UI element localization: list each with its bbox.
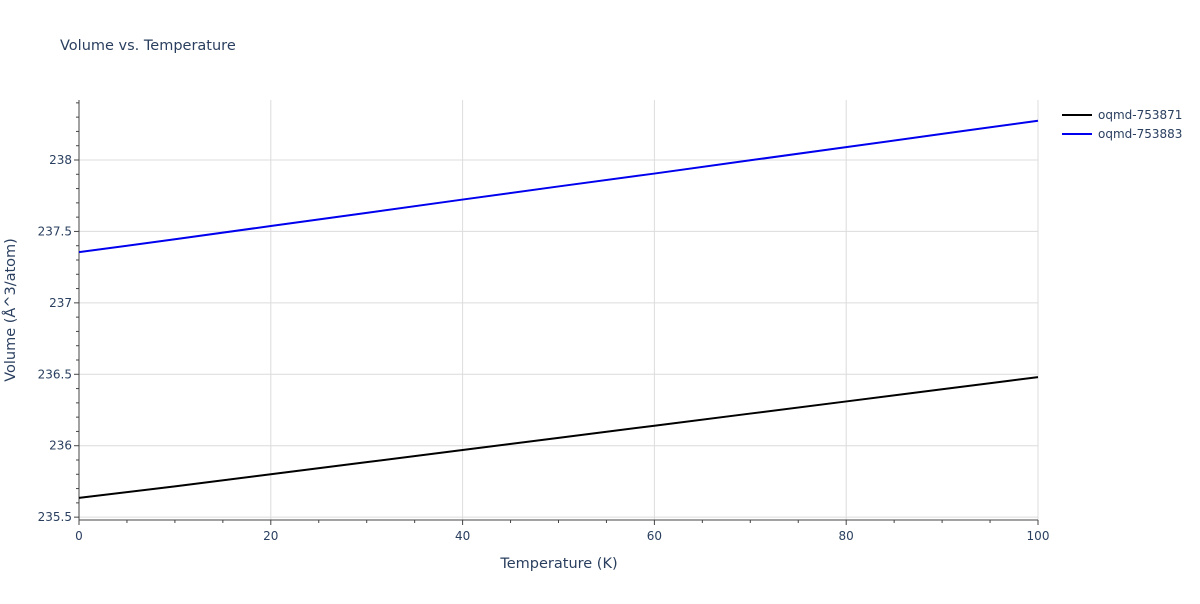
x-tick-label: 20 [263,529,278,543]
legend-label: oqmd-753883 [1098,127,1182,141]
x-tick-label: 40 [455,529,470,543]
legend-item-oqmd-753883[interactable]: oqmd-753883 [1062,127,1182,141]
y-tick-label: 236.5 [38,367,72,381]
x-tick-label: 80 [839,529,854,543]
y-axis-title: Volume (Å^3/atom) [2,238,19,382]
y-tick-label: 237 [49,296,72,310]
axis-layer: 0 20 40 60 80 100 235.5 236 236.5 237 237.5 238 [38,100,1050,543]
x-tick-label: 100 [1027,529,1050,543]
x-axis-title: Temperature (K) [499,556,617,572]
series-line-oqmd-753871[interactable] [78,376,1039,499]
legend-label: oqmd-753871 [1098,108,1182,122]
grid-layer [79,100,1039,520]
legend[interactable]: oqmd-753871 oqmd-753883 [1062,108,1182,141]
y-tick-label: 237.5 [38,224,72,238]
y-tick-label: 238 [49,153,72,167]
chart-title: Volume vs. Temperature [60,38,236,54]
series-line-oqmd-753883[interactable] [78,119,1039,254]
y-tick-label: 236 [49,439,72,453]
series-layer [78,119,1039,499]
x-tick-label: 60 [647,529,662,543]
legend-item-oqmd-753871[interactable]: oqmd-753871 [1062,108,1182,122]
x-tick-label: 0 [75,529,83,543]
y-tick-label: 235.5 [38,510,72,524]
